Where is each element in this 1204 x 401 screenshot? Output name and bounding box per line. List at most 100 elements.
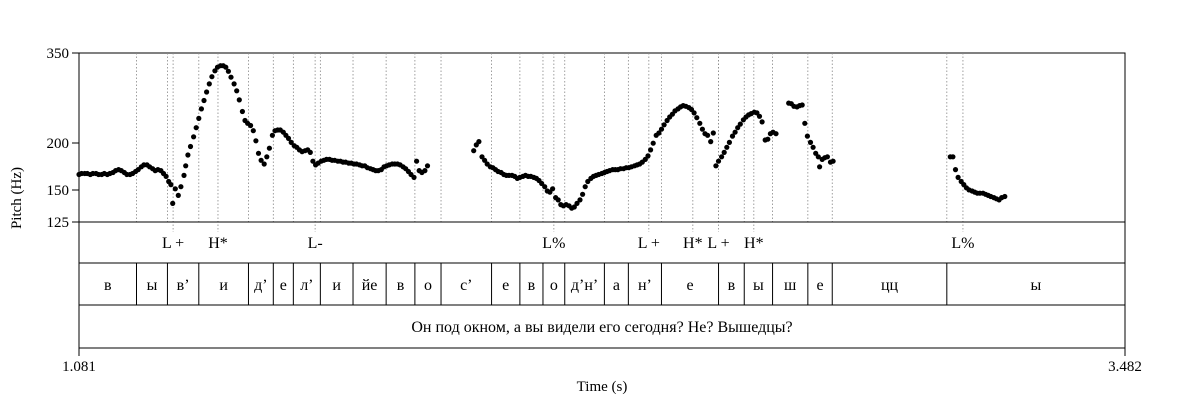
sentence-tier: [78, 304, 1126, 349]
pitch-point: [571, 204, 577, 210]
pitch-point: [181, 172, 187, 178]
pitch-point: [713, 163, 719, 169]
segment-label: е: [280, 277, 287, 294]
pitch-point: [577, 197, 583, 203]
segment-label: л’: [300, 277, 313, 294]
pitch-point: [178, 184, 184, 190]
pitch-point: [542, 184, 548, 190]
pitch-panel: [78, 52, 1126, 223]
y-tick-label: 150: [47, 183, 70, 199]
x-axis-label: Time (s): [577, 379, 628, 395]
pitch-point: [955, 174, 961, 180]
pitch-point: [759, 119, 765, 125]
x-tick-label: 3.482: [1108, 359, 1142, 375]
tone-label: L%: [951, 235, 974, 252]
x-axis: 1.081 3.482 Time (s): [62, 348, 1142, 395]
segment-label: д’н’: [571, 277, 598, 294]
pitch-point: [198, 106, 204, 112]
pitch-point: [729, 133, 736, 139]
segment-label: е: [816, 277, 823, 294]
pitch-point: [414, 158, 420, 164]
pitch-point: [231, 81, 237, 87]
pitch-point: [580, 191, 586, 197]
segment-label: н’: [638, 277, 652, 294]
y-tick-label: 125: [47, 215, 70, 231]
pitch-point: [471, 148, 477, 154]
pitch-point: [168, 182, 174, 188]
segment-label: а: [613, 277, 620, 294]
pitch-point: [732, 129, 738, 135]
pitch-point: [550, 186, 556, 192]
pitch-point: [658, 126, 665, 132]
pitch-point: [950, 154, 956, 160]
segment-label: в: [528, 277, 536, 294]
pitch-point: [234, 88, 240, 94]
pitch-point: [699, 126, 706, 132]
pitch-point: [756, 113, 763, 119]
pitch-point: [710, 130, 716, 136]
pitch-point: [555, 197, 561, 203]
segment-label: в’: [177, 277, 190, 294]
pitch-point: [724, 144, 730, 150]
pitch-point: [264, 154, 270, 160]
pitch-point: [225, 68, 231, 74]
segment-label: йе: [362, 277, 378, 294]
x-tick-label: 1.081: [62, 359, 96, 375]
segment-label: е: [686, 277, 693, 294]
segment-boundary-lines: [136, 53, 964, 232]
pitch-point: [804, 133, 811, 139]
segment-label: д’: [254, 277, 267, 294]
segment-label: е: [502, 277, 509, 294]
tone-tier-labels: L + H* L- L% L + H* L + H* L%: [162, 235, 974, 252]
tone-label: L-: [308, 235, 323, 252]
segment-label: цц: [881, 277, 899, 294]
pitch-point: [830, 158, 836, 164]
pitch-point: [424, 163, 431, 169]
segment-label: и: [219, 277, 228, 294]
pitch-point: [307, 149, 313, 155]
pitch-point: [645, 153, 651, 159]
pitch-point: [817, 164, 823, 170]
tone-label: L +: [638, 235, 660, 252]
pitch-point: [258, 157, 264, 163]
pitch-point: [661, 122, 667, 128]
pitch-point: [773, 131, 779, 137]
pitch-point: [642, 156, 648, 162]
pitch-point: [697, 120, 703, 126]
pitch-point: [175, 192, 181, 198]
pitch-point: [715, 158, 722, 164]
segment-tier: [78, 262, 1126, 306]
pitch-point: [183, 163, 189, 169]
pitch-point: [170, 200, 176, 206]
segment-label: с’: [460, 277, 472, 294]
tone-label: L%: [542, 235, 565, 252]
pitch-point: [719, 154, 725, 160]
pitch-point: [476, 139, 482, 145]
tone-label: H*: [208, 235, 228, 252]
y-tick-label: 350: [47, 46, 70, 62]
pitch-point: [248, 122, 254, 129]
y-tick-label: 200: [47, 136, 70, 152]
pitch-point: [691, 110, 697, 116]
pitch-points: [76, 63, 1008, 211]
pitch-point: [209, 74, 215, 80]
pitch-point: [694, 115, 700, 121]
pitch-point: [193, 125, 199, 131]
segment-label: о: [424, 277, 432, 294]
segment-label: о: [550, 277, 558, 294]
pitch-point: [212, 68, 218, 74]
pitch-point: [482, 157, 488, 163]
segment-label: в: [728, 277, 736, 294]
pitch-point: [824, 154, 831, 160]
pitch-point: [201, 97, 207, 104]
pitch-point: [163, 173, 169, 179]
pitch-point: [708, 139, 714, 145]
pitch-point: [656, 130, 662, 136]
pitch-point: [266, 145, 272, 151]
segment-label: ы: [753, 277, 764, 294]
pitch-point: [196, 115, 202, 121]
pitch-point: [285, 135, 292, 141]
pitch-point: [705, 132, 711, 138]
pitch-point: [810, 144, 816, 150]
